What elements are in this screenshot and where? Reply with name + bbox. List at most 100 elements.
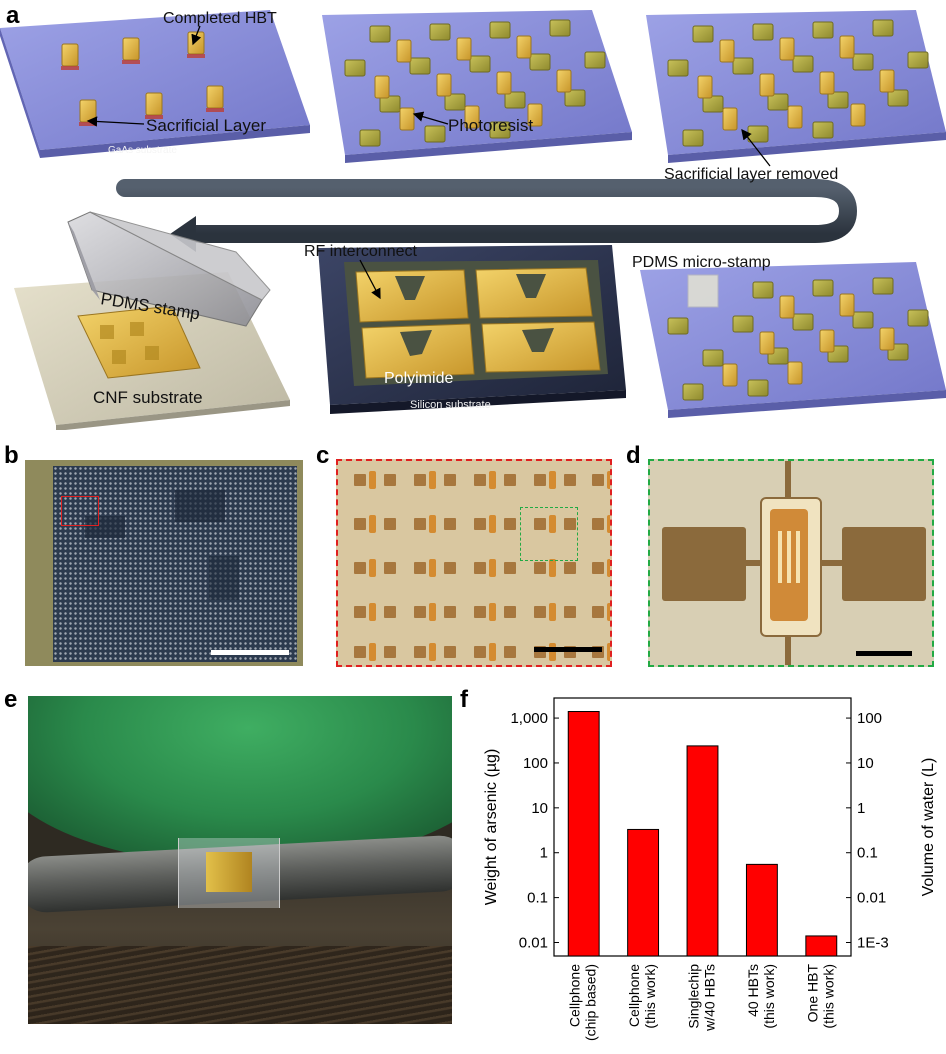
pdms-micro-stamp-block xyxy=(687,274,719,308)
label-photoresist: Photoresist xyxy=(448,116,533,135)
c-pad xyxy=(384,606,396,618)
c-pad xyxy=(592,474,604,486)
c-device xyxy=(549,643,556,661)
panel-label-a: a xyxy=(6,2,20,29)
c-device xyxy=(607,603,610,621)
gaas-substrate-4 xyxy=(640,262,946,418)
scale-bar-b xyxy=(211,650,289,655)
label-cnf-substrate: CNF substrate xyxy=(93,388,203,407)
c-pad xyxy=(414,562,426,574)
y-axis-label: Weight of arsenic (µg) xyxy=(483,749,500,906)
panel-b-micrograph xyxy=(25,460,303,666)
c-device xyxy=(549,603,556,621)
bar-4 xyxy=(805,935,838,957)
y-tick-label: 1,000 xyxy=(510,710,548,727)
label-sacrificial-removed: Sacrificial layer removed xyxy=(664,166,838,183)
c-device xyxy=(607,643,610,661)
c-pad xyxy=(354,646,366,658)
bar-2 xyxy=(686,745,719,957)
c-device xyxy=(429,559,436,577)
c-pad xyxy=(444,646,456,658)
c-pad xyxy=(384,562,396,574)
c-pad xyxy=(444,606,456,618)
label-silicon-substrate: Silicon substrate xyxy=(410,399,491,411)
c-pad xyxy=(474,474,486,486)
panel-a-schematic: Completed HBT Sacrificial Layer GaAs sub… xyxy=(0,10,946,430)
c-pad xyxy=(592,606,604,618)
panel-label-f: f xyxy=(460,686,468,713)
c-device xyxy=(607,559,610,577)
c-pad xyxy=(354,562,366,574)
c-pad xyxy=(504,562,516,574)
c-pad xyxy=(384,474,396,486)
y2-axis-label: Volume of water (L) xyxy=(920,758,937,897)
label-completed-hbt: Completed HBT xyxy=(163,10,277,27)
y-tick-label: 0.01 xyxy=(519,934,548,951)
c-pad xyxy=(474,518,486,530)
c-pad xyxy=(354,606,366,618)
panel-c-micrograph xyxy=(336,459,612,667)
scale-bar-c xyxy=(534,647,602,652)
gaas-substrate-2 xyxy=(322,10,632,163)
c-pad xyxy=(414,518,426,530)
scale-bar-d xyxy=(856,651,912,656)
flexible-hbt-device xyxy=(206,852,252,892)
y2-tick-label: 10 xyxy=(857,755,874,772)
c-pad xyxy=(444,474,456,486)
c-device xyxy=(369,559,376,577)
silicon-substrate xyxy=(318,245,626,414)
c-device xyxy=(607,471,610,489)
c-device xyxy=(489,603,496,621)
bar-0 xyxy=(567,711,600,957)
c-device xyxy=(549,559,556,577)
panel-label-c: c xyxy=(316,442,330,469)
y-tick-label: 100 xyxy=(523,755,548,772)
y2-tick-label: 1E-3 xyxy=(857,934,889,951)
gaas-substrate-3 xyxy=(646,10,946,163)
c-device xyxy=(489,471,496,489)
x-tick-label: One HBT(this work) xyxy=(804,964,836,1029)
c-device xyxy=(369,643,376,661)
y-tick-label: 10 xyxy=(531,800,548,817)
c-device xyxy=(549,471,556,489)
c-pad xyxy=(444,518,456,530)
c-pad xyxy=(564,606,576,618)
panel-e-photo xyxy=(28,696,452,1024)
label-gaas-substrate: GaAs substrate xyxy=(108,145,177,156)
y2-tick-label: 100 xyxy=(857,710,882,727)
c-pad xyxy=(592,562,604,574)
c-pad xyxy=(504,646,516,658)
zoom-box-green xyxy=(520,507,578,561)
c-device xyxy=(489,643,496,661)
y2-tick-label: 1 xyxy=(857,800,865,817)
c-device xyxy=(489,559,496,577)
c-pad xyxy=(474,646,486,658)
c-device xyxy=(549,515,556,533)
y-tick-label: 1 xyxy=(540,845,548,862)
c-pad xyxy=(534,518,546,530)
process-flow-arrow xyxy=(116,179,858,243)
c-pad xyxy=(504,518,516,530)
c-pad xyxy=(534,474,546,486)
c-device xyxy=(369,471,376,489)
c-pad xyxy=(504,606,516,618)
y2-tick-label: 0.01 xyxy=(857,890,886,907)
label-sacrificial-layer: Sacrificial Layer xyxy=(146,116,266,135)
label-pdms-micro-stamp: PDMS micro-stamp xyxy=(632,254,771,271)
c-pad xyxy=(354,474,366,486)
c-pad xyxy=(534,562,546,574)
c-pad xyxy=(414,474,426,486)
zoom-box-red xyxy=(61,496,99,526)
bar-1 xyxy=(627,828,660,957)
x-tick-label: Singlechipw/40 HBTs xyxy=(686,964,718,1032)
x-tick-label: 40 HBTs(this work) xyxy=(745,964,777,1029)
panel-label-d: d xyxy=(626,442,641,469)
label-polyimide: Polyimide xyxy=(384,370,453,387)
panel-label-e: e xyxy=(4,686,18,713)
c-device xyxy=(369,603,376,621)
c-pad xyxy=(504,474,516,486)
panel-f-chart: Cellphone(chip based) Cellphone(this work… xyxy=(483,697,937,1041)
c-pad xyxy=(564,474,576,486)
bar-3 xyxy=(745,863,778,957)
label-rf-interconnect: RF interconnect xyxy=(304,243,417,260)
